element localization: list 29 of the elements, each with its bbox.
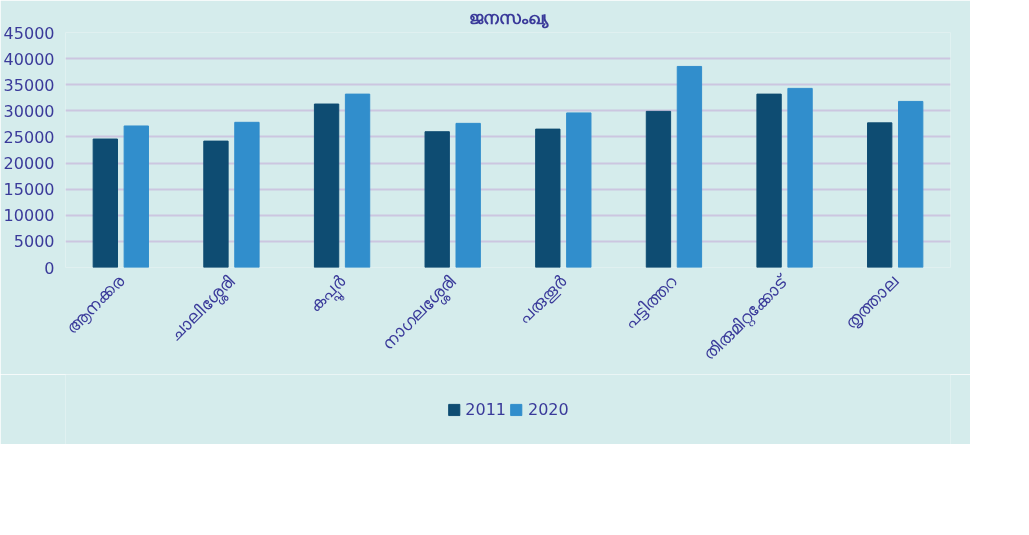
bar: [123, 125, 149, 268]
bar: [566, 112, 592, 268]
y-tick-label: 15000: [3, 180, 55, 200]
chart-title: ജനസംഖ്യ: [468, 7, 549, 29]
bar: [234, 121, 260, 268]
legend-label: 2011: [465, 399, 506, 419]
y-tick-label: 0: [44, 258, 55, 278]
bar: [92, 138, 118, 268]
legend-label: 2020: [528, 399, 569, 419]
bar: [203, 140, 229, 268]
y-tick-label: 30000: [3, 101, 55, 121]
bar: [867, 122, 893, 268]
bar: [676, 65, 703, 268]
bar: [455, 122, 481, 268]
bar: [645, 110, 672, 268]
y-tick-label: 25000: [3, 127, 55, 147]
y-tick-label: 45000: [3, 23, 55, 43]
y-tick-label: 5000: [13, 232, 55, 252]
bar: [344, 93, 371, 268]
bar: [424, 131, 450, 268]
bar: [313, 103, 340, 268]
y-tick-label: 10000: [3, 206, 55, 226]
y-tick-label: 40000: [3, 49, 55, 69]
bar: [756, 93, 782, 268]
y-tick-label: 20000: [3, 154, 55, 174]
y-tick-label: 35000: [3, 75, 55, 95]
bar: [535, 128, 561, 268]
bar: [898, 100, 924, 268]
bar: [787, 87, 813, 268]
